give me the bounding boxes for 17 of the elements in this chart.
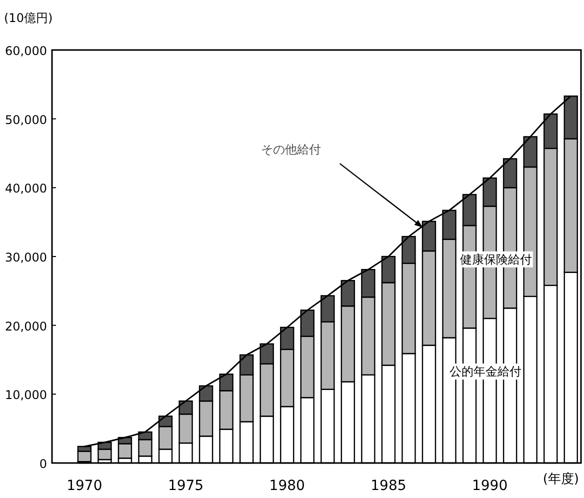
series-label: 公的年金給付 [450,364,522,379]
x-tick-label: 1985 [370,478,406,494]
y-tick-label: 0 [39,457,47,471]
y-tick-label: 30,000 [5,250,47,264]
x-tick-label: 1975 [168,478,204,494]
y-tick-label: 50,000 [5,112,47,127]
x-tick-label: 1980 [269,478,305,494]
y-tick-label: 10,000 [5,388,47,402]
y-tick-label: 40,000 [5,182,47,196]
y-tick-label: 20,000 [5,319,47,334]
x-axis-title: (年度) [542,471,579,487]
series-label: 健康保険給付 [460,252,532,266]
text: その他給付 [261,142,322,156]
y-axis-title: (10億円) [4,11,53,25]
x-tick-label: 1970 [66,478,102,494]
x-tick-label: 1990 [472,478,508,494]
y-tick-label: 60,000 [5,44,47,58]
